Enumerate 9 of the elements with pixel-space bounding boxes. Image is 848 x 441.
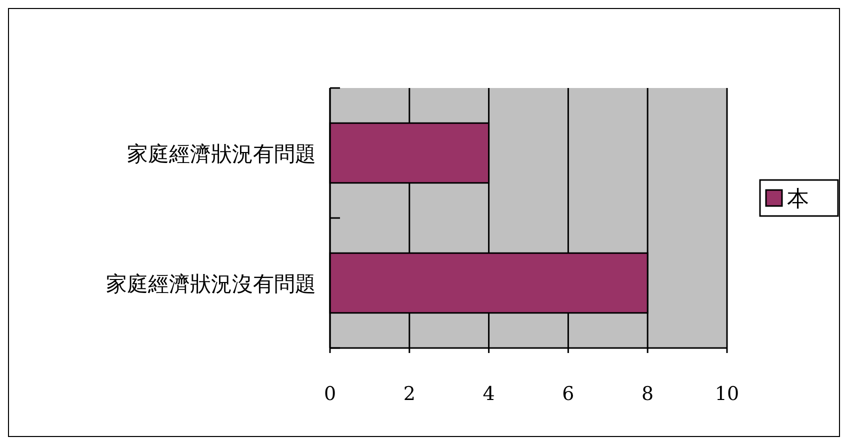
x-tick-label: 8: [642, 383, 654, 405]
y-tick-label: 家庭經濟狀況沒有問題: [106, 272, 316, 296]
x-tick-label: 2: [403, 383, 416, 405]
legend-label: 本: [787, 187, 809, 212]
x-tick-label: 0: [324, 383, 336, 405]
y-tick-label: 家庭經濟狀況有問題: [127, 142, 316, 166]
x-tick-label: 6: [562, 383, 574, 405]
x-tick-label: 10: [714, 383, 740, 405]
x-tick-label: 4: [482, 383, 495, 405]
